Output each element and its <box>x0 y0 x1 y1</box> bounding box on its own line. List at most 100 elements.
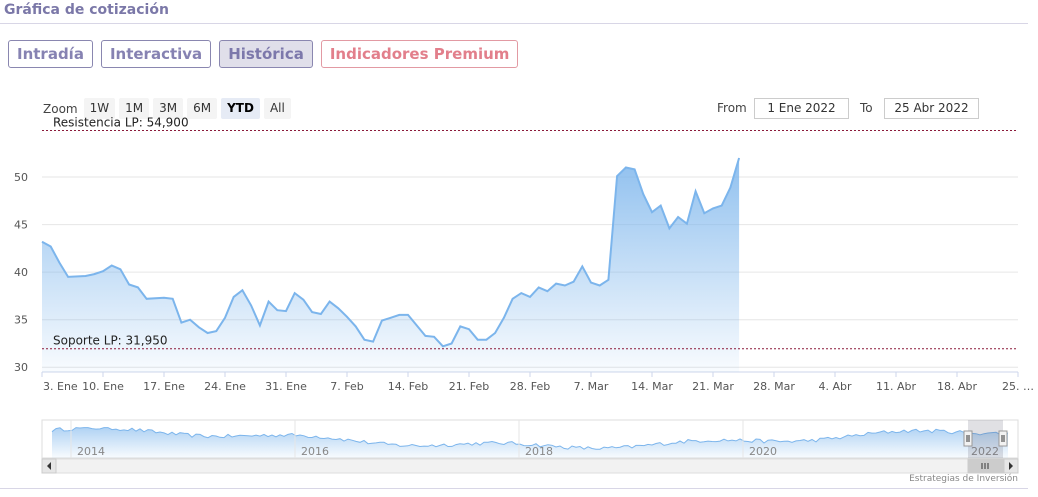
data-point <box>642 193 644 195</box>
x-tick-label: 10. Ene <box>82 380 124 393</box>
navigator-right-handle[interactable] <box>998 430 1008 447</box>
tab-historica[interactable]: Histórica <box>219 40 313 68</box>
x-axis: 3. Ene 10. Ene 17. Ene 24. Ene 31. Ene 7. Feb… <box>41 372 1034 393</box>
data-point <box>198 326 200 328</box>
data-point <box>250 304 252 306</box>
series-line <box>41 157 741 348</box>
data-point <box>337 307 339 309</box>
title-divider <box>0 23 1028 24</box>
data-point <box>468 328 470 330</box>
data-point <box>233 296 235 298</box>
data-point <box>328 300 330 302</box>
scroll-left-arrow-icon <box>47 462 51 470</box>
data-point <box>564 284 566 286</box>
data-point <box>93 273 95 275</box>
x-tick-label: 25. … <box>1002 380 1034 393</box>
data-point <box>172 298 174 300</box>
data-point <box>215 330 217 332</box>
tab-intradia[interactable]: Intradía <box>8 40 93 68</box>
y-tick-label: 45 <box>14 219 28 232</box>
data-point <box>660 204 662 206</box>
navigator-year-label: 2022 <box>971 445 999 458</box>
support-label: Soporte LP: 31,950 <box>53 334 168 348</box>
data-point <box>694 190 696 192</box>
data-point <box>398 314 400 316</box>
data-point <box>712 207 714 209</box>
data-point <box>58 261 60 263</box>
to-date-input[interactable]: 25 Abr 2022 <box>884 98 979 119</box>
data-point <box>477 339 479 341</box>
data-point <box>163 297 165 299</box>
scroll-right-arrow-icon <box>1009 462 1013 470</box>
data-point <box>520 292 522 294</box>
tab-indicadores-premium[interactable]: Indicadores Premium <box>320 40 519 68</box>
data-point <box>145 298 147 300</box>
page-title: Gráfica de cotización <box>4 2 169 18</box>
navigator-scrollbar[interactable] <box>41 458 1019 474</box>
data-point <box>555 282 557 284</box>
navigator-year-label: 2018 <box>525 445 553 458</box>
data-point <box>276 309 278 311</box>
x-tick-label: 21. Feb <box>449 380 489 393</box>
data-point <box>389 317 391 319</box>
data-point <box>538 286 540 288</box>
data-point <box>267 300 269 302</box>
data-point <box>67 276 69 278</box>
zoom-ytd-button[interactable]: YTD <box>221 98 260 119</box>
data-point <box>503 317 505 319</box>
scrollbar-track <box>41 458 1019 474</box>
series-area <box>42 158 740 372</box>
data-point <box>84 275 86 277</box>
tab-interactiva[interactable]: Interactiva <box>100 40 212 68</box>
x-tick-label: 17. Ene <box>143 380 185 393</box>
data-point <box>119 268 121 270</box>
data-point <box>729 186 731 188</box>
zoom-all-button[interactable]: All <box>263 98 291 119</box>
data-point <box>721 204 723 206</box>
data-point <box>311 311 313 313</box>
zoom-1m-button[interactable]: 1M <box>119 98 150 119</box>
data-point <box>355 325 357 327</box>
from-date-input[interactable]: 1 Ene 2022 <box>754 98 849 119</box>
x-tick-label: 3. Ene <box>43 380 78 393</box>
data-point <box>128 283 130 285</box>
zoom-3m-button[interactable]: 3M <box>153 98 184 119</box>
handle-box <box>998 430 1008 447</box>
data-point <box>703 212 705 214</box>
data-point <box>686 223 688 225</box>
handle-box <box>963 430 973 447</box>
from-label: From <box>717 101 747 115</box>
x-tick-label: 21. Mar <box>692 380 734 393</box>
data-point <box>590 281 592 283</box>
navigator-left-handle[interactable] <box>963 430 973 447</box>
data-point <box>668 227 670 229</box>
data-point <box>285 310 287 312</box>
bottom-divider <box>0 488 1028 489</box>
zoom-6m-button[interactable]: 6M <box>187 98 218 119</box>
x-tick-label: 11. Abr <box>876 380 916 393</box>
data-point <box>424 335 426 337</box>
y-axis: 30 35 40 45 50 <box>14 171 28 374</box>
data-point <box>137 286 139 288</box>
x-tick-label: 28. Feb <box>510 380 550 393</box>
x-tick-label: 28. Mar <box>753 380 795 393</box>
y-tick-label: 35 <box>14 314 28 327</box>
navigator-selected-range <box>968 420 1003 458</box>
data-point <box>607 279 609 281</box>
data-point <box>459 325 461 327</box>
data-point <box>346 316 348 318</box>
chart-credit[interactable]: Estrategias de Inversión <box>909 474 1018 484</box>
data-point <box>485 339 487 341</box>
data-point <box>433 336 435 338</box>
navigator[interactable]: 2014 2016 2018 2020 2022 <box>41 419 1019 474</box>
data-point <box>102 270 104 272</box>
data-point <box>224 317 226 319</box>
x-tick-label: 4. Abr <box>818 380 851 393</box>
data-point <box>259 324 261 326</box>
navigator-area <box>52 427 1008 458</box>
x-tick-label: 18. Abr <box>937 380 977 393</box>
zoom-1w-button[interactable]: 1W <box>83 98 116 119</box>
y-tick-label: 40 <box>14 266 28 279</box>
data-point <box>241 289 243 291</box>
